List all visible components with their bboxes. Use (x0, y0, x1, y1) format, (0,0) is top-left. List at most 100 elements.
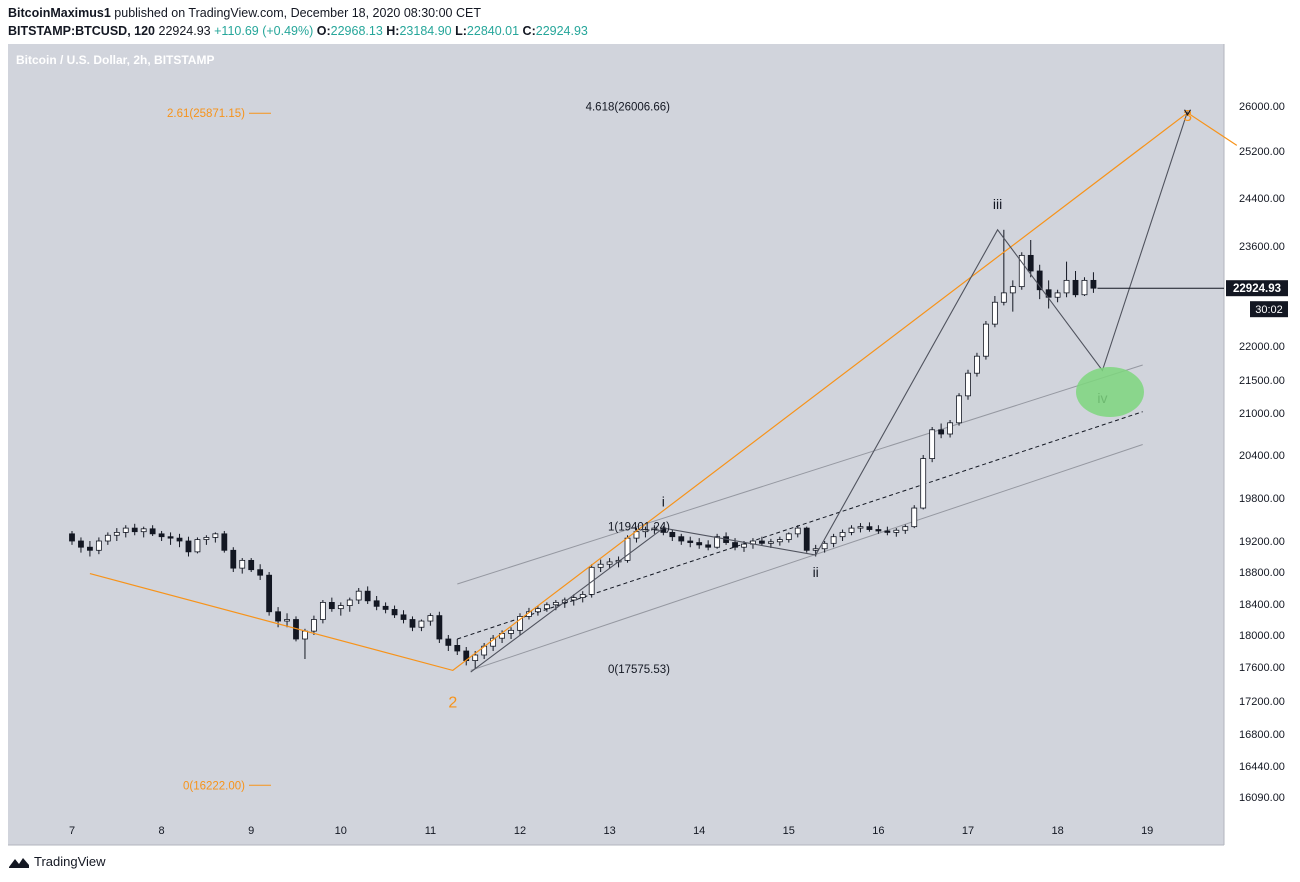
candle-body (140, 528, 147, 533)
candle (929, 427, 936, 463)
candle (373, 596, 380, 611)
x-tick-label: 19 (1141, 825, 1153, 837)
candle-body (579, 594, 586, 599)
countdown-label: 30:02 (1255, 304, 1283, 316)
candle (714, 533, 721, 549)
candle (570, 594, 577, 606)
candle (203, 535, 210, 545)
candle-body (122, 527, 129, 533)
symbol-label: BITSTAMP:BTCUSD, 120 (8, 24, 156, 38)
candle-body (176, 537, 183, 542)
fib-gray-top-label: 4.618(26006.66) (586, 101, 671, 113)
candle-body (588, 566, 595, 595)
candle-body (418, 620, 425, 628)
y-tick-label: 25200.00 (1239, 146, 1285, 158)
orange-wave-path (89, 112, 1238, 672)
candle (866, 522, 873, 532)
y-tick-label: 18000.00 (1239, 630, 1285, 642)
candle-body (803, 527, 810, 551)
candle-body (812, 548, 819, 551)
y-tick-label: 21500.00 (1239, 375, 1285, 387)
candle-body (1027, 254, 1034, 272)
candle (266, 572, 273, 616)
candle-body (113, 532, 120, 536)
y-tick-label: 24400.00 (1239, 193, 1285, 205)
candle (167, 532, 174, 545)
candle-body (884, 530, 891, 533)
candle (893, 528, 900, 537)
candle-body (472, 654, 479, 661)
candle (1090, 272, 1097, 293)
candle (194, 537, 201, 554)
publish-info: published on TradingView.com, December 1… (114, 6, 481, 20)
candle-body (248, 559, 255, 571)
candle-body (445, 638, 452, 646)
candle-body (696, 542, 703, 546)
candle (78, 537, 84, 553)
candle-body (543, 604, 550, 610)
candle-body (776, 539, 783, 543)
candle-body (95, 540, 102, 551)
candle-body (705, 544, 712, 548)
candle-body (714, 536, 721, 548)
candle (346, 597, 353, 612)
candle-body (508, 629, 514, 634)
x-tick-label: 8 (159, 825, 165, 837)
candle (1036, 264, 1043, 300)
y-tick-label: 20400.00 (1239, 450, 1285, 462)
candle (759, 536, 765, 546)
x-tick-label: 9 (248, 825, 254, 837)
chart-title: Bitcoin / U.S. Dollar, 2h, BITSTAMP (16, 53, 214, 67)
candle-body (929, 429, 936, 459)
candle-body (785, 533, 792, 540)
y-tick-label: 19800.00 (1239, 493, 1285, 505)
candle (454, 639, 461, 655)
candle (328, 597, 335, 612)
candle (176, 533, 183, 548)
candle-body (454, 645, 461, 652)
candle (696, 538, 703, 549)
y-tick-label: 18800.00 (1239, 567, 1285, 579)
open-value: 22968.13 (330, 24, 383, 38)
fib-orange-top-label: 2.61(25871.15) (167, 108, 245, 120)
candle-body (1063, 279, 1070, 294)
y-tick-label: 16440.00 (1239, 761, 1285, 773)
x-tick-label: 13 (603, 825, 615, 837)
candle (212, 532, 219, 543)
candle (848, 525, 855, 536)
candle (938, 423, 945, 439)
candle (884, 526, 891, 536)
fib-gray-one-label: 1(19401.24) (608, 522, 670, 534)
close-label: C: (522, 24, 536, 38)
candle (400, 610, 407, 624)
low-value: 22840.01 (466, 24, 520, 38)
candle (794, 525, 801, 538)
author-name[interactable]: BitcoinMaximus1 (8, 6, 111, 20)
tradingview-brand[interactable]: TradingView (8, 854, 106, 869)
candle-body (436, 615, 443, 640)
candle (1009, 280, 1016, 312)
candle (974, 352, 980, 377)
candle-body (974, 355, 980, 374)
candle-body (857, 526, 864, 529)
candle (113, 528, 120, 541)
candle (947, 420, 953, 438)
candle-body (230, 549, 237, 569)
y-tick-label: 26000.00 (1239, 101, 1285, 113)
candle-body (1054, 292, 1061, 298)
candle (409, 616, 416, 632)
candle-body (194, 539, 201, 553)
candle (337, 602, 344, 616)
last-price-label: 22924.93 (1233, 283, 1281, 295)
candle-body (346, 599, 353, 606)
x-tick-label: 7 (69, 825, 75, 837)
candle-body (319, 602, 326, 620)
y-tick-label: 17200.00 (1239, 696, 1285, 708)
y-tick-label: 16800.00 (1239, 729, 1285, 741)
plot-area[interactable] (8, 44, 1224, 845)
candle-body (203, 537, 210, 540)
x-tick-label: 14 (693, 825, 705, 837)
candle (1081, 277, 1088, 296)
candle (642, 526, 649, 538)
